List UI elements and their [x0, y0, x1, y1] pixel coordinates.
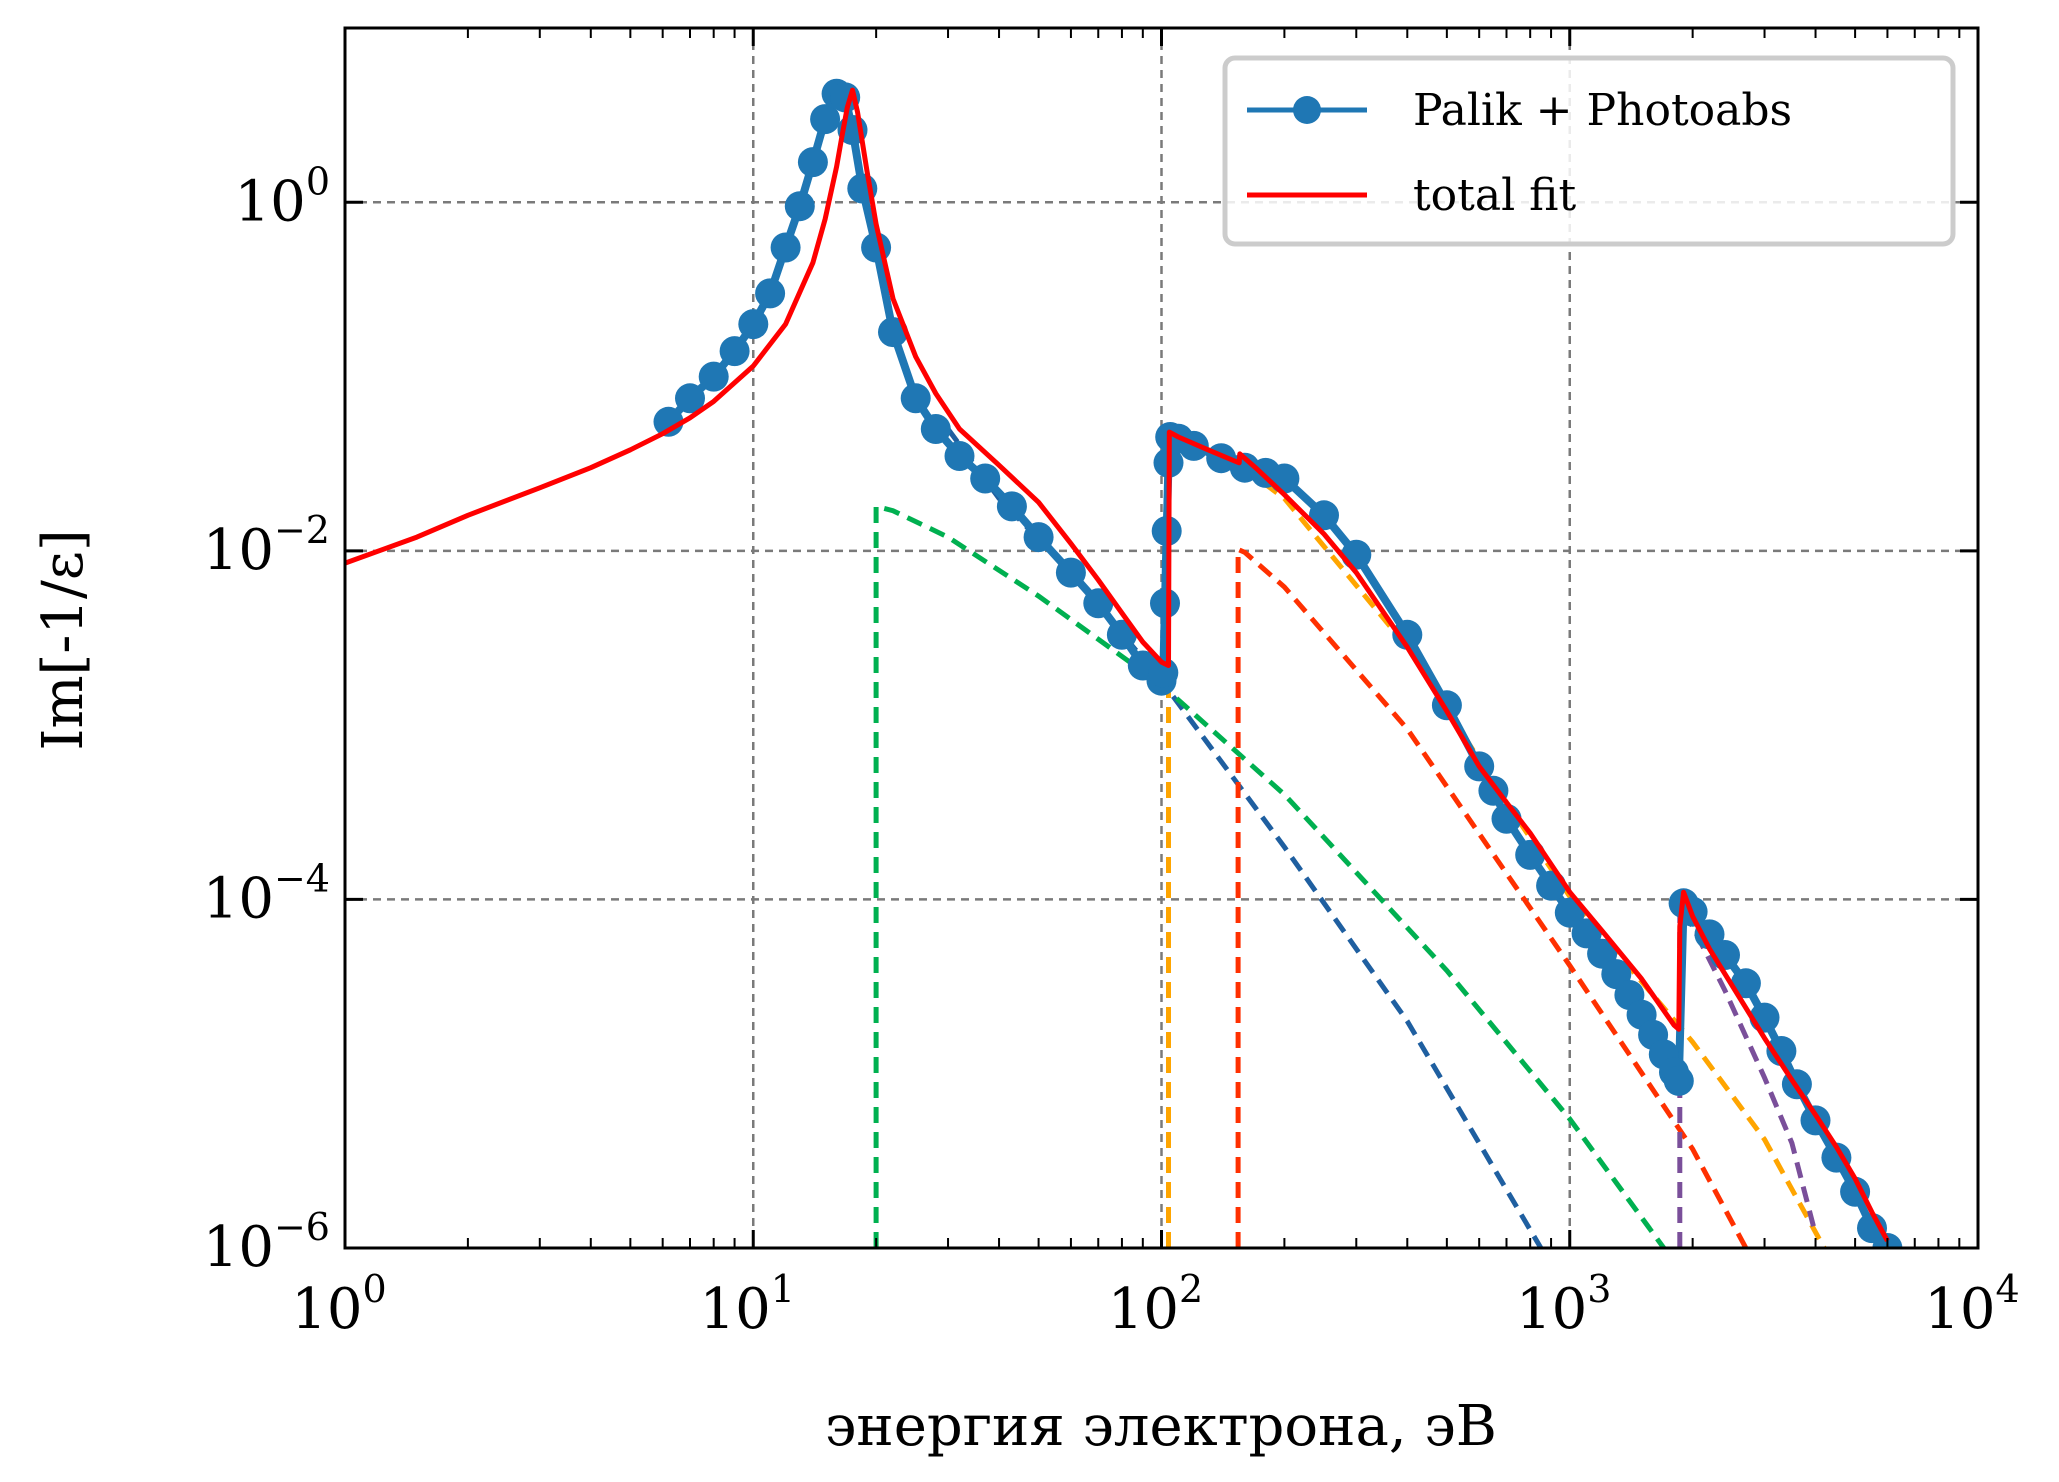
series-palik-photoabs-point: [675, 383, 705, 414]
series-palik-photoabs-point: [1730, 968, 1761, 999]
series-palik-photoabs-point: [1821, 1142, 1852, 1173]
series-total-fit-line: [345, 87, 1890, 1242]
series-palik-photoabs-point: [1023, 522, 1054, 553]
x-tick-label: 103: [1516, 1267, 1611, 1342]
series-palik-photoabs-point: [944, 441, 975, 471]
series-palik-photoabs-point: [770, 232, 801, 263]
series-palik-photoabs-point: [1571, 918, 1602, 949]
y-tick-label: 10−6: [203, 1205, 330, 1280]
series-palik-photoabs-point: [738, 309, 769, 340]
legend-label-palik: Palik + Photoabs: [1413, 85, 1792, 136]
series-palik-photoabs-point: [1150, 588, 1180, 619]
y-tick-label: 10−2: [203, 508, 330, 583]
series-palik-photoabs-point: [1663, 1065, 1694, 1096]
series-palik-photoabs-point: [1554, 897, 1585, 928]
x-axis-label: энергия электрона, эВ: [825, 1394, 1497, 1459]
series-palik-photoabs-point: [996, 491, 1027, 522]
y-tick-label: 100: [235, 159, 330, 234]
y-axis-label: Im[-1/ε]: [31, 529, 96, 750]
axis-ticks: [343, 28, 1980, 1250]
legend-label-total-fit: total fit: [1413, 170, 1576, 221]
series-palik-photoabs-point: [784, 191, 815, 222]
legend: Palik + Photoabs total fit: [1222, 55, 1956, 247]
x-tick-label: 101: [700, 1267, 795, 1342]
series-palik-photoabs-point: [698, 361, 729, 392]
series-palik-photoabs-point: [810, 104, 841, 135]
series-palik-photoabs-point: [1083, 588, 1114, 619]
series-palik-photoabs-point: [755, 278, 786, 309]
series-palik-photoabs-point: [1840, 1176, 1871, 1207]
component-green: [873, 503, 1666, 1248]
data-series: [345, 78, 1903, 1248]
series-palik-photoabs-point: [970, 463, 1001, 494]
x-tick-label: 104: [1924, 1267, 2019, 1342]
series-palik-photoabs-point: [1536, 870, 1567, 901]
series-palik-photoabs-point: [1341, 539, 1372, 570]
series-palik-photoabs-point: [920, 414, 951, 444]
x-tick-label: 100: [291, 1267, 386, 1342]
y-tick-label: 10−4: [203, 856, 330, 931]
series-palik-photoabs-point: [1766, 1036, 1797, 1066]
tick-labels: 100 101 102 103 104 100 10−2 10−4 10−6: [203, 159, 2020, 1342]
series-palik-photoabs-point: [1055, 557, 1086, 588]
series-palik-photoabs-point: [797, 147, 828, 178]
series-palik-photoabs-point: [719, 336, 750, 367]
series-palik-photoabs-point: [653, 406, 684, 437]
series-palik-photoabs-point: [861, 232, 892, 263]
legend-box: [1222, 55, 1956, 247]
series-palik-photoabs-point: [1269, 463, 1300, 494]
series-palik-photoabs-point: [1309, 500, 1339, 531]
legend-marker-palik: [1293, 96, 1321, 124]
series-palik-photoabs-point: [900, 383, 931, 414]
x-tick-label: 102: [1108, 1267, 1203, 1342]
component-red: [1235, 545, 1749, 1248]
series-palik-photoabs-point: [1694, 919, 1725, 950]
component-purple: [1677, 896, 1818, 1248]
series-palik-photoabs-point: [1392, 619, 1423, 650]
